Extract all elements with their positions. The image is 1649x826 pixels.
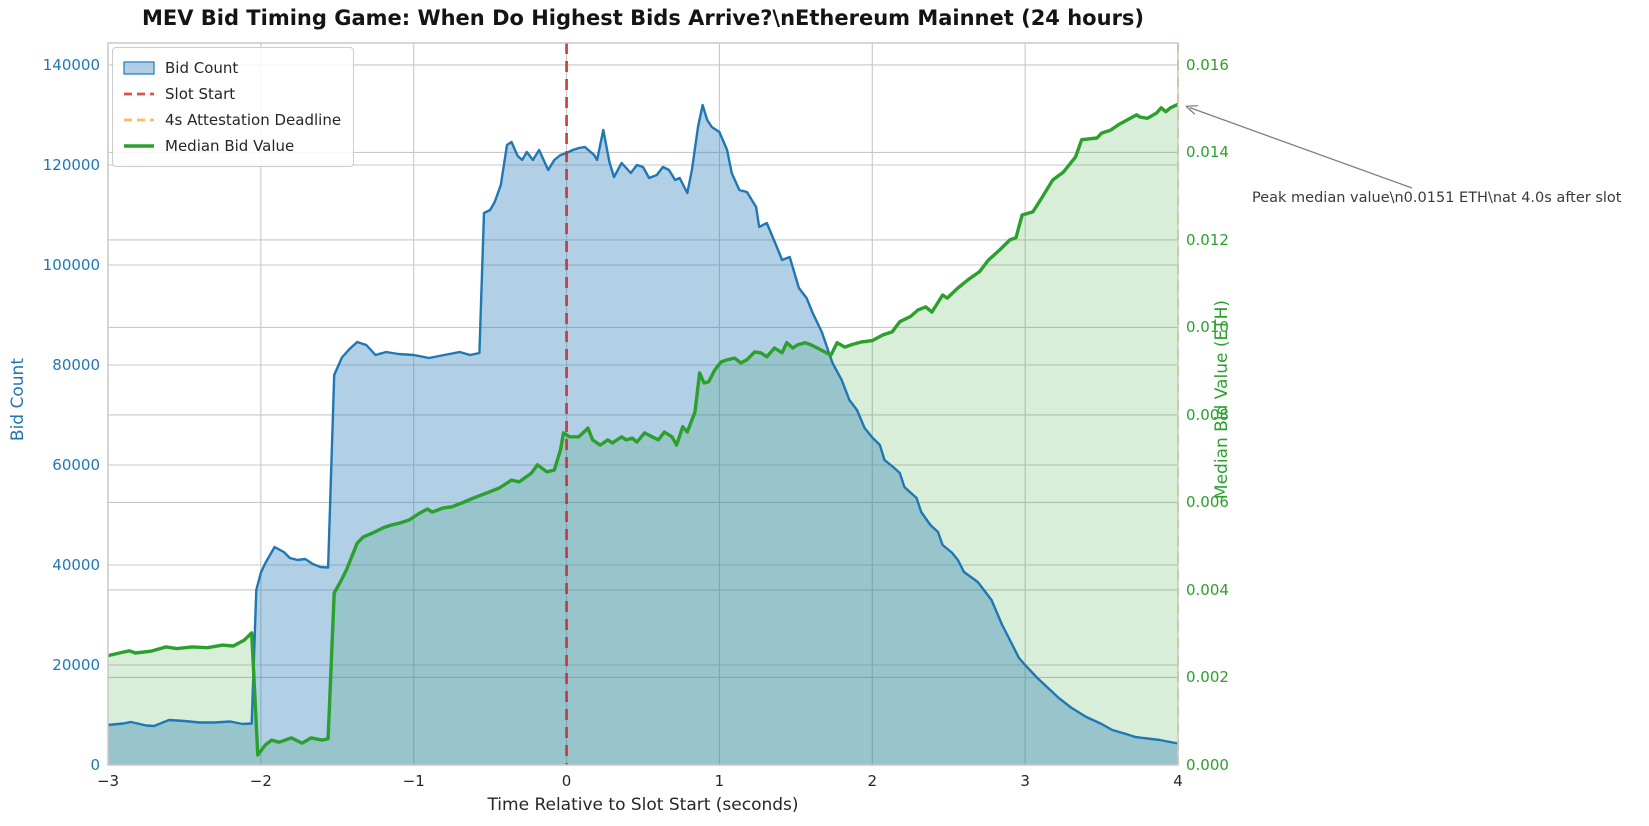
x-tick-label: 3 xyxy=(1020,772,1030,790)
y-right-tick-label: 0.008 xyxy=(1186,405,1229,424)
y-right-tick-label: 0.004 xyxy=(1186,580,1229,599)
legend-item-bid-count: Bid Count xyxy=(123,55,341,81)
y-right-tick-label: 0.000 xyxy=(1186,756,1229,774)
attestation-deadline-swatch-icon xyxy=(124,118,154,122)
plot-frame xyxy=(107,42,1179,766)
y-left-tick-label: 60000 xyxy=(52,456,100,474)
y-right-tick-label: 0.016 xyxy=(1186,55,1229,74)
y-left-tick-label: 140000 xyxy=(42,56,100,74)
annotation-arrow xyxy=(1189,107,1413,189)
x-tick-label: −1 xyxy=(402,772,425,790)
chart-title: MEV Bid Timing Game: When Do Highest Bid… xyxy=(141,6,1145,30)
legend-label: 4s Attestation Deadline xyxy=(165,111,342,129)
y-right-tick-label: 0.010 xyxy=(1186,318,1229,337)
x-tick-label: 0 xyxy=(561,772,572,790)
legend-label: Bid Count xyxy=(165,59,239,77)
x-tick-label: −3 xyxy=(96,772,120,790)
y-right-tick-label: 0.006 xyxy=(1186,493,1229,512)
median-bid-value-swatch-icon xyxy=(124,144,154,148)
y-left-tick-label: 80000 xyxy=(52,356,100,374)
y-axis-label-left: Bid Count xyxy=(8,358,28,442)
bid-count-swatch-icon xyxy=(123,61,155,75)
y-right-tick-label: 0.014 xyxy=(1186,143,1229,162)
y-right-tick-label: 0.002 xyxy=(1186,668,1229,687)
legend-label: Median Bid Value xyxy=(165,137,295,155)
legend-item-median-bid-value: Median Bid Value xyxy=(123,133,341,159)
y-left-tick-label: 120000 xyxy=(42,156,100,174)
y-left-tick-label: 20000 xyxy=(52,656,100,674)
y-right-tick-label: 0.012 xyxy=(1186,230,1229,249)
legend-label: Slot Start xyxy=(165,85,236,103)
y-left-tick-label: 100000 xyxy=(42,256,100,274)
median-bid-value-area xyxy=(108,104,1178,766)
x-tick-label: 4 xyxy=(1173,772,1183,790)
slot-start-swatch-icon xyxy=(124,92,154,96)
y-left-tick-label: 40000 xyxy=(52,556,100,574)
annotation-arrowhead-icon xyxy=(1185,105,1198,107)
x-axis-label: Time Relative to Slot Start (seconds) xyxy=(487,795,799,815)
peak-annotation: Peak median value\n0.0151 ETH\nat 4.0s a… xyxy=(1252,190,1622,206)
y-left-tick-label: 0 xyxy=(90,756,100,774)
annotation-arrowhead-icon xyxy=(1185,105,1196,115)
bid-count-line xyxy=(107,103,1179,745)
median-bid-value-line xyxy=(107,102,1179,757)
legend-item-attestation-deadline: 4s Attestation Deadline xyxy=(123,107,341,133)
x-tick-label: 2 xyxy=(867,772,878,790)
x-tick-label: −2 xyxy=(249,772,272,790)
legend: Bid Count Slot Start 4s Attestation Dead… xyxy=(112,47,355,167)
x-tick-label: 1 xyxy=(714,772,725,790)
legend-item-slot-start: Slot Start xyxy=(123,81,341,107)
